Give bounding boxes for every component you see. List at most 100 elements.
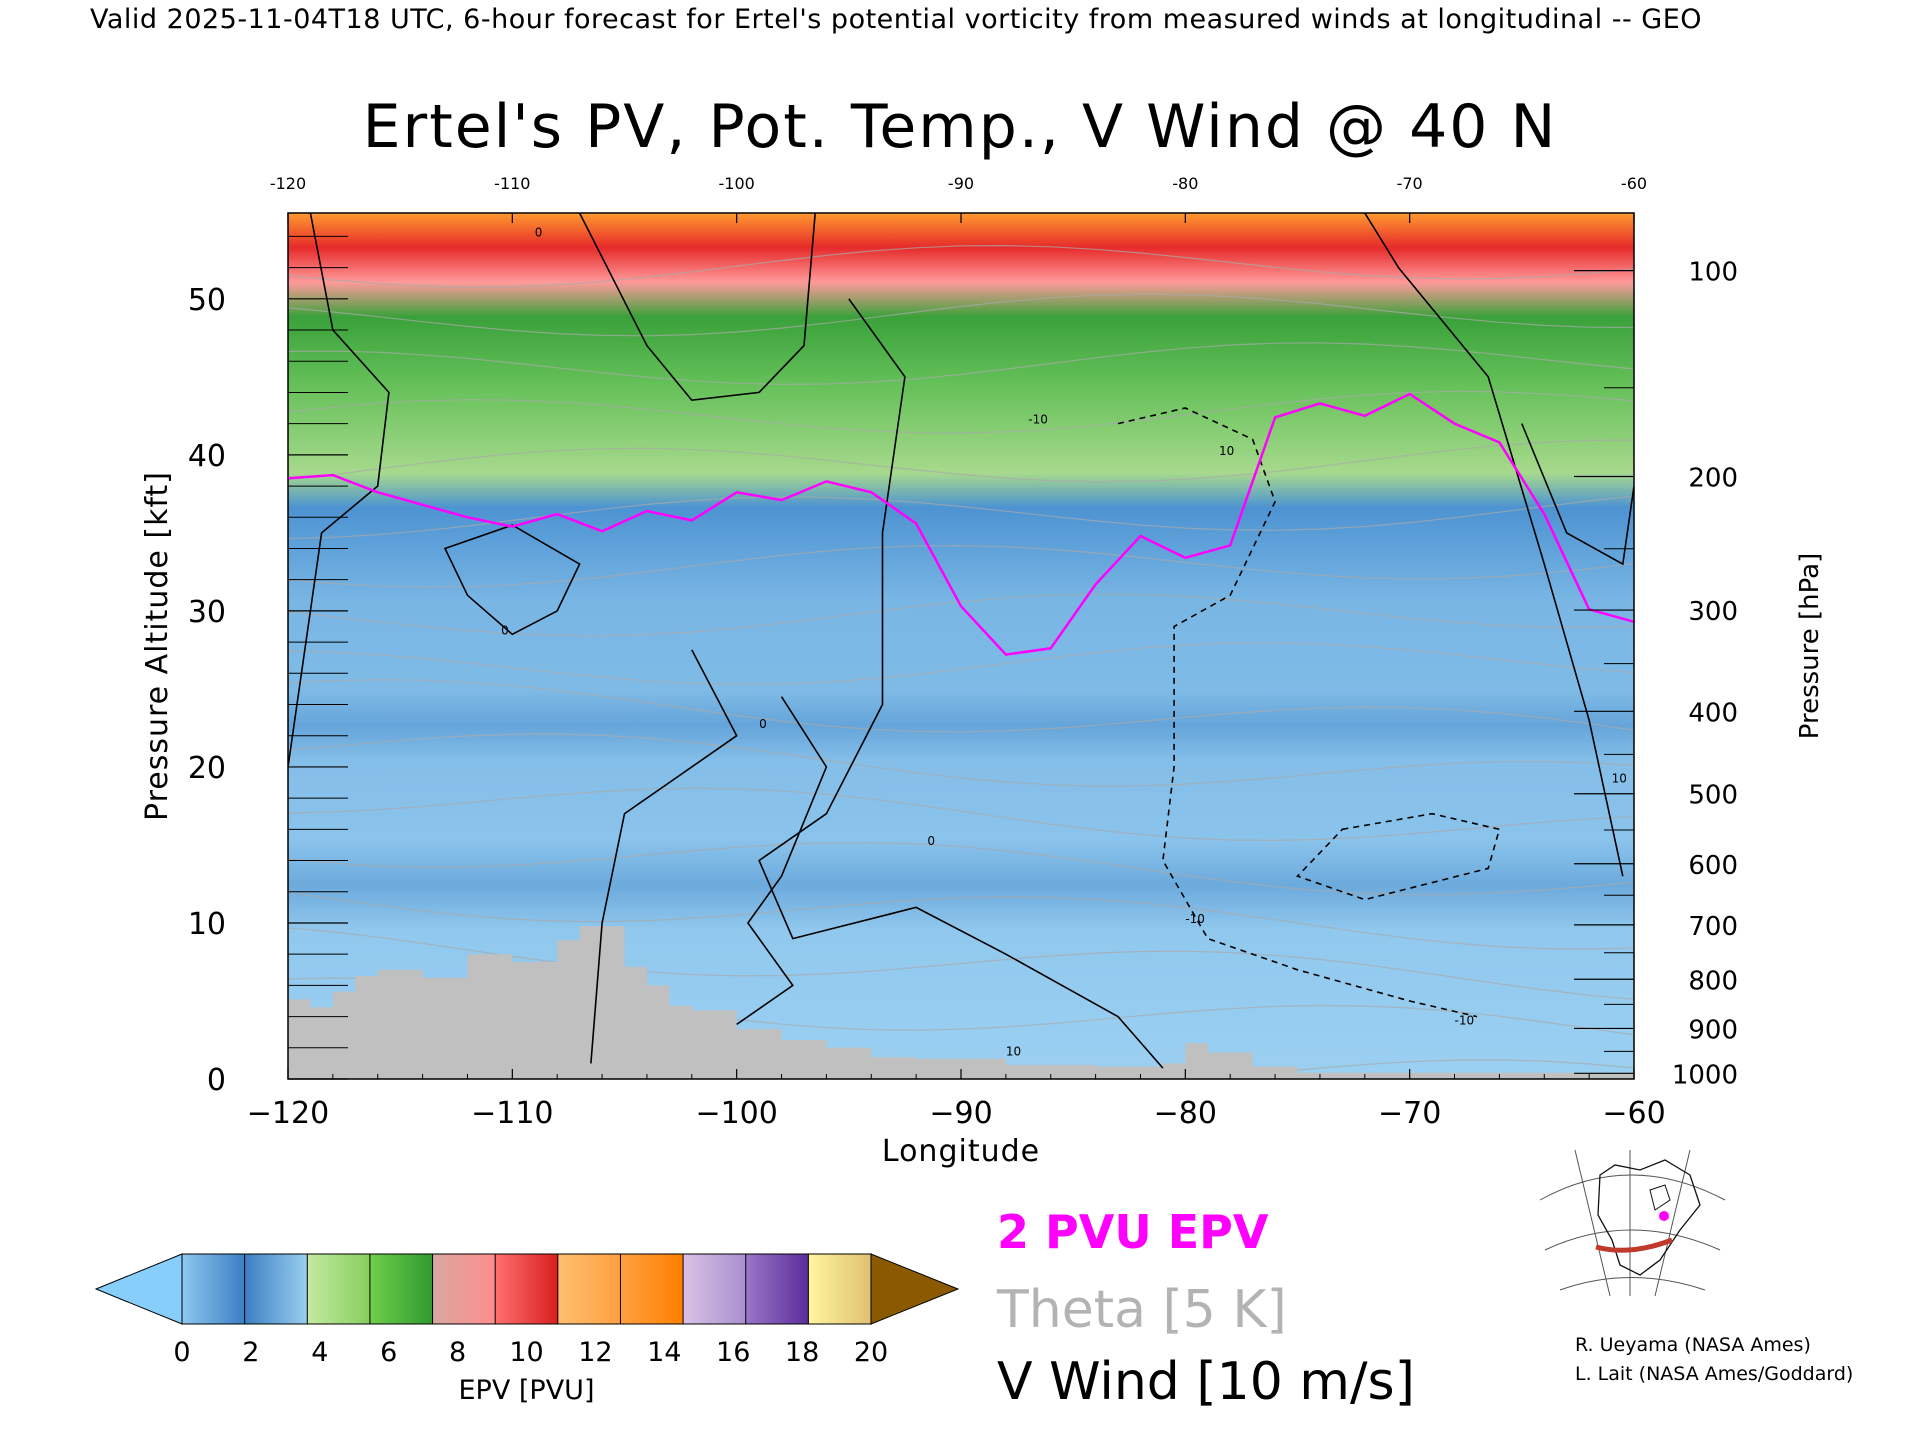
- v-wind-contour-label: -10: [1028, 413, 1048, 427]
- colorbar-tick-label: 0: [173, 1337, 190, 1368]
- colorbar-tick-label: 18: [785, 1337, 819, 1368]
- legend-v-wind: V Wind [10 m/s]: [997, 1352, 1415, 1412]
- v-wind-contour: [1296, 812, 1501, 901]
- x-tick-label: −70: [1378, 1096, 1441, 1131]
- pressure-tick-label: 800: [1688, 966, 1738, 996]
- axes: −120-120−110-110−100-100−90-90−80-80−70-…: [140, 174, 1825, 1169]
- colorbar-segment: [619, 1253, 685, 1325]
- top-x-tick-label: -60: [1621, 174, 1647, 193]
- pressure-tick-label: 100: [1688, 258, 1738, 288]
- theta-contour: [288, 342, 1634, 386]
- theta-contour: [288, 891, 1634, 950]
- colorbar-tick-label: 6: [380, 1337, 397, 1368]
- colorbar-segment: [244, 1253, 309, 1325]
- blue-band-lower: [288, 840, 1634, 930]
- v-wind-contour-label: 10: [1612, 772, 1627, 786]
- theta-contour: [288, 293, 1634, 337]
- v-wind-contour: [443, 524, 581, 636]
- colorbar-segment: [181, 1253, 246, 1325]
- v-wind-contour: [1521, 423, 1634, 566]
- colorbar-tick-label: 20: [854, 1337, 888, 1368]
- v-wind-contour-label: 0: [535, 225, 543, 239]
- theta-contour: [288, 679, 1634, 733]
- v-wind-contour-label: 10: [1219, 444, 1234, 458]
- v-wind-contour: [288, 213, 390, 768]
- v-wind-contour-label: 0: [759, 717, 767, 731]
- x-tick-label: −120: [247, 1096, 329, 1131]
- colorbar-segment: [306, 1253, 371, 1325]
- colorbar-tick-label: 10: [509, 1337, 543, 1368]
- v-wind-contour-label: 10: [1006, 1045, 1021, 1059]
- pressure-axis-label: Pressure [hPa]: [1795, 553, 1825, 740]
- top-x-tick-label: -90: [948, 174, 974, 193]
- colorbar-tick-label: 4: [311, 1337, 328, 1368]
- theta-contour: [288, 390, 1634, 434]
- x-axis-label: Longitude: [882, 1134, 1040, 1169]
- theta-contour: [288, 244, 1634, 288]
- pressure-tick-label: 400: [1688, 698, 1738, 728]
- v-wind-contour: [736, 696, 828, 1026]
- theta-contour: [288, 733, 1634, 787]
- pvu-contour-line: [288, 392, 1634, 656]
- pressure-tick-label: 200: [1688, 463, 1738, 493]
- theta-contour: [288, 544, 1634, 588]
- credit-line-1: R. Ueyama (NASA Ames): [1575, 1334, 1811, 1356]
- colorbar-segment: [432, 1253, 497, 1325]
- v-wind-contour-label: -10: [1455, 1013, 1475, 1027]
- theta-contour: [288, 642, 1634, 686]
- colorbar-tick-label: 2: [242, 1337, 259, 1368]
- pressure-tick-label: 1000: [1672, 1060, 1738, 1090]
- colorbar-segment: [807, 1253, 873, 1325]
- top-x-tick-label: -110: [494, 174, 530, 193]
- v-wind-contour-label: 0: [501, 623, 509, 637]
- x-tick-label: −90: [929, 1096, 992, 1131]
- v-wind-contour-label: 0: [927, 834, 935, 848]
- y-tick-label: 30: [188, 595, 226, 630]
- pressure-tick-label: 900: [1688, 1015, 1738, 1045]
- y-tick-label: 50: [188, 283, 226, 318]
- top-x-tick-label: -120: [270, 174, 306, 193]
- colorbar-tick-label: 16: [716, 1337, 750, 1368]
- valid-time-header: Valid 2025-11-04T18 UTC, 6-hour forecast…: [90, 4, 1703, 35]
- y-tick-label: 40: [188, 439, 226, 474]
- pressure-tick-label: 600: [1688, 851, 1738, 881]
- v-wind-contour: [578, 213, 816, 402]
- top-x-tick-label: -80: [1172, 174, 1198, 193]
- chart-title: Ertel's PV, Pot. Temp., V Wind @ 40 N: [362, 92, 1558, 162]
- theta-contour: [288, 787, 1634, 842]
- colorbar-segment: [369, 1253, 434, 1325]
- v-wind-contour: [1117, 407, 1478, 1018]
- top-x-tick-label: -100: [719, 174, 755, 193]
- terrain: [288, 926, 1634, 1079]
- y-tick-label: 20: [188, 751, 226, 786]
- epv-field: [288, 213, 1634, 1079]
- v-wind-contour-label: -10: [1185, 912, 1205, 926]
- theta-contour: [288, 841, 1634, 896]
- x-tick-label: −80: [1154, 1096, 1217, 1131]
- v-wind-contour: [758, 298, 1164, 1069]
- credit-line-2: L. Lait (NASA Ames/Goddard): [1575, 1363, 1854, 1385]
- y-tick-label: 10: [188, 907, 226, 942]
- x-tick-label: −110: [471, 1096, 553, 1131]
- colorbar-segment: [745, 1253, 810, 1325]
- theta-contour: [288, 439, 1634, 483]
- theta-contours: [288, 244, 1634, 1079]
- x-tick-label: −100: [695, 1096, 777, 1131]
- legend-pvu-epv: 2 PVU EPV: [997, 1205, 1269, 1259]
- colorbar-over-triangle: [870, 1253, 960, 1325]
- x-tick-label: −60: [1602, 1096, 1665, 1131]
- y-tick-label: 0: [207, 1063, 226, 1098]
- colorbar-segment: [494, 1253, 559, 1325]
- legend-theta: Theta [5 K]: [997, 1280, 1287, 1340]
- v-wind-contour: [590, 649, 738, 1064]
- colorbar-under-triangle: [94, 1253, 183, 1325]
- blue-band-mid: [288, 690, 1634, 760]
- colorbar-segment: [557, 1253, 622, 1325]
- terrain-fill: [288, 926, 1634, 1079]
- locator-map: [1535, 1148, 1729, 1297]
- colorbar-segment: [682, 1253, 747, 1325]
- colorbar: 0 2 4 6 8 10 12 14 16 18 20 EPV [PVU]: [94, 1253, 960, 1406]
- pvu-contour: [288, 392, 1634, 656]
- top-x-tick-label: -70: [1397, 174, 1423, 193]
